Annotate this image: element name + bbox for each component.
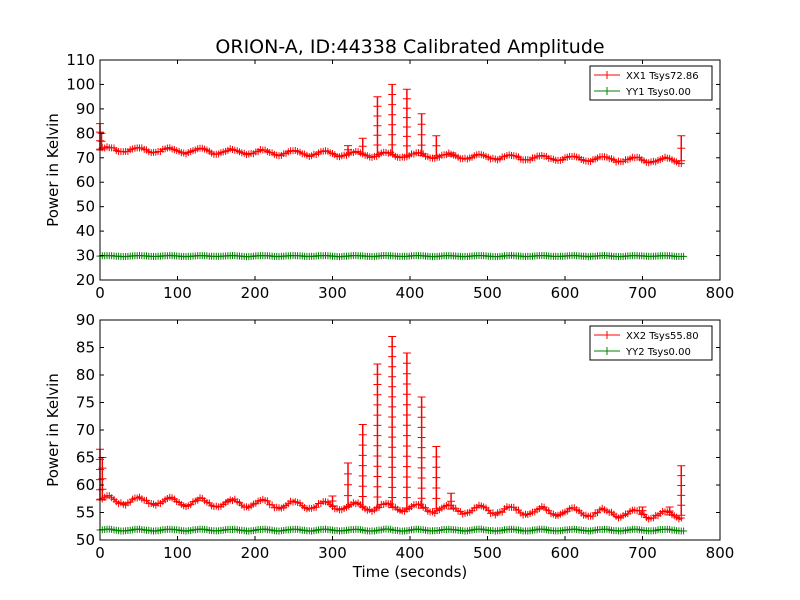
x-tick-label: 200 (241, 284, 270, 302)
spike-markers (358, 424, 367, 508)
y-tick-label: 90 (76, 100, 95, 118)
y-tick-label: 80 (76, 124, 95, 142)
spike-markers (638, 506, 647, 515)
legend-label: YY2 Tsys0.00 (625, 347, 691, 358)
chart-title: ORION-A, ID:44338 Calibrated Amplitude (215, 36, 604, 58)
y-tick-label: 30 (76, 247, 95, 265)
spike-markers (98, 457, 107, 501)
spike-markers (344, 462, 352, 507)
x-tick-label: 500 (473, 544, 502, 562)
legend-label: YY1 Tsys0.00 (625, 87, 691, 98)
x-tick-label: 200 (241, 544, 270, 562)
series-yy2 (96, 525, 688, 535)
y-tick-label: 70 (76, 149, 95, 167)
x-tick-label: 400 (396, 284, 425, 302)
legend-marker (603, 347, 611, 355)
x-tick-label: 400 (396, 544, 425, 562)
y-tick-label: 55 (76, 504, 95, 522)
legend-box (589, 325, 713, 361)
spike-markers (388, 83, 397, 156)
spike-markers (447, 492, 456, 510)
x-axis-label: Time (seconds) (352, 563, 468, 581)
spike-markers (665, 506, 674, 516)
x-tick-label: 500 (473, 284, 502, 302)
legend-label: XX1 Tsys72.86 (626, 71, 699, 82)
y-tick-label: 50 (76, 198, 95, 216)
spike-markers (417, 113, 426, 157)
y-axis-label: Power in Kelvin (44, 113, 62, 227)
bottom-panel: 0 100 200 300 400 500 600 700 800 50 55 60 65 70 75 80 8… (44, 311, 734, 562)
legend-label: XX2 Tsys55.80 (626, 331, 699, 342)
spike-markers (388, 336, 397, 509)
spike-markers (677, 135, 686, 162)
x-tick-label: 600 (551, 284, 580, 302)
x-tick-label: 700 (628, 544, 657, 562)
spike-markers (373, 96, 382, 156)
x-tick-label: 100 (163, 544, 192, 562)
spike-markers (358, 137, 367, 155)
y-tick-label: 85 (76, 339, 95, 357)
x-tick-label: 0 (95, 284, 105, 302)
y-tick-label: 65 (76, 449, 95, 467)
spike-markers (344, 145, 352, 155)
legend-marker (603, 87, 611, 95)
legend: XX1 Tsys72.86 YY1 Tsys0.00 (589, 65, 713, 101)
y-tick-label: 75 (76, 394, 95, 412)
spike-markers (328, 495, 337, 507)
spike-markers (402, 352, 411, 509)
y-tick-label: 100 (66, 75, 95, 93)
y-tick-label: 110 (66, 51, 95, 69)
spike-markers (432, 446, 441, 510)
y-tick-label: 40 (76, 222, 95, 240)
top-panel: 0 100 200 300 400 500 600 700 800 20 30 40 50 60 70 80 9… (44, 51, 734, 302)
y-tick-label: 20 (76, 271, 95, 289)
spike-markers (402, 88, 411, 156)
y-tick-label: 50 (76, 531, 95, 549)
x-tick-label: 600 (551, 544, 580, 562)
x-tick-label: 800 (706, 284, 735, 302)
x-tick-label: 100 (163, 284, 192, 302)
spike-markers (447, 152, 456, 157)
x-tick-label: 300 (318, 284, 347, 302)
x-tick-label: 800 (706, 544, 735, 562)
x-tick-label: 700 (628, 284, 657, 302)
y-tick-label: 60 (76, 173, 95, 191)
series-line (99, 495, 683, 521)
spike-markers (432, 135, 441, 157)
y-tick-label: 90 (76, 311, 95, 329)
legend: XX2 Tsys55.80 YY2 Tsys0.00 (589, 325, 713, 361)
y-axis-label: Power in Kelvin (44, 373, 62, 487)
spike-markers (373, 363, 382, 508)
x-tick-label: 300 (318, 544, 347, 562)
y-tick-label: 60 (76, 476, 95, 494)
spike-markers (677, 465, 686, 516)
spike-markers (417, 396, 426, 509)
legend-box (589, 65, 713, 101)
series-xx1 (96, 83, 686, 168)
legend-marker (603, 71, 611, 79)
y-tick-label: 80 (76, 366, 95, 384)
y-tick-label: 70 (76, 421, 95, 439)
x-tick-label: 0 (95, 544, 105, 562)
legend-marker (603, 331, 611, 339)
